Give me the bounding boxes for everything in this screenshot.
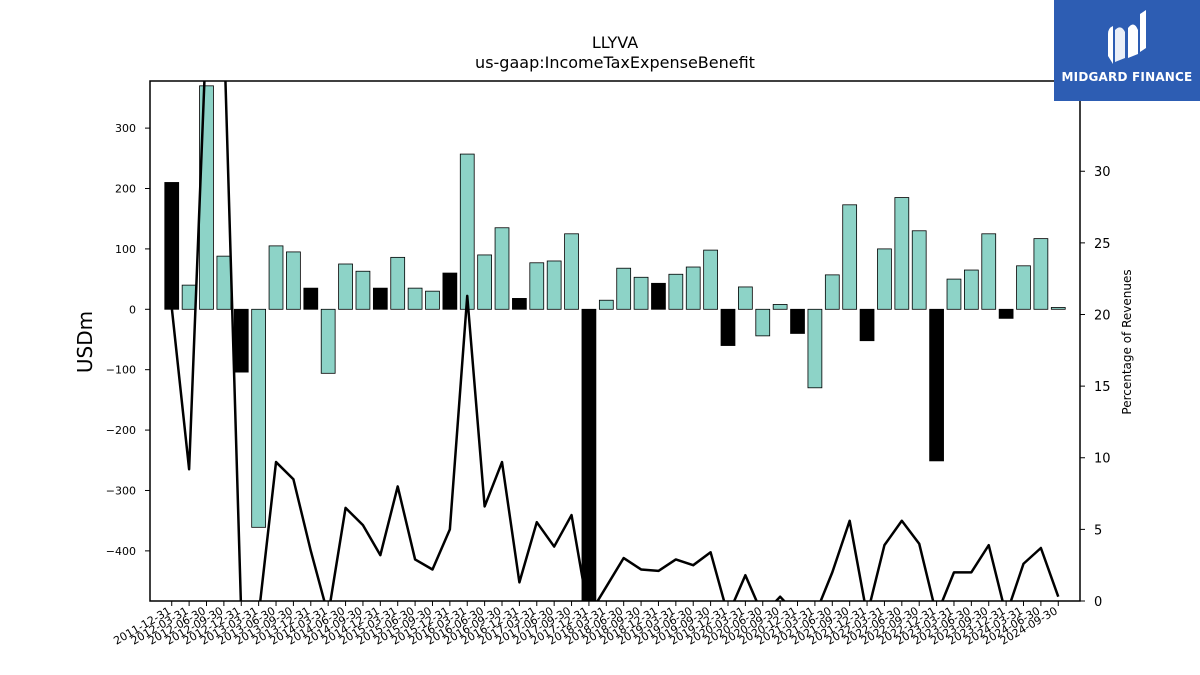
bar-2011-12-31 bbox=[164, 182, 180, 310]
y-tick-label--300: −300 bbox=[106, 484, 136, 497]
bar-2024-03-31 bbox=[1016, 265, 1031, 310]
bar-2020-09-30 bbox=[772, 304, 788, 310]
bar-2019-03-31 bbox=[668, 273, 684, 310]
bar-2014-06-30 bbox=[338, 263, 353, 310]
y-tick-label-100: 100 bbox=[115, 243, 136, 256]
bar-2023-06-30 bbox=[964, 269, 979, 310]
bar-2013-09-30 bbox=[286, 251, 301, 310]
bar-2018-12-31 bbox=[651, 282, 666, 310]
bar-2020-03-31 bbox=[738, 286, 753, 310]
bar-2023-09-30 bbox=[981, 233, 997, 310]
bar-2022-12-31 bbox=[929, 308, 944, 462]
bar-2020-12-31 bbox=[790, 308, 805, 334]
bar-2017-12-31 bbox=[581, 308, 597, 601]
midgard-finance-logo: MIDGARD FINANCE bbox=[1054, 0, 1200, 101]
y-tick-label-200: 200 bbox=[115, 183, 136, 196]
y-axis-label: USDm bbox=[73, 311, 97, 373]
plot-frame bbox=[149, 80, 1081, 602]
chart-title: LLYVA bbox=[592, 33, 638, 52]
bar-2018-03-31 bbox=[598, 299, 614, 310]
bar-2012-12-31 bbox=[233, 308, 249, 373]
y-tick-label--200: −200 bbox=[106, 424, 136, 437]
y-tick-label--100: −100 bbox=[106, 364, 136, 377]
bar-2021-09-30 bbox=[842, 204, 858, 310]
bar-2013-06-30 bbox=[268, 245, 284, 310]
bar-2023-03-31 bbox=[946, 278, 962, 310]
bar-2016-06-30 bbox=[477, 254, 492, 310]
bar-2020-06-30 bbox=[755, 308, 771, 337]
bar-2018-06-30 bbox=[616, 267, 632, 310]
bar-2019-09-30 bbox=[703, 249, 718, 310]
bar-2019-12-31 bbox=[720, 308, 736, 346]
bar-2014-12-31 bbox=[372, 287, 388, 310]
logo-mark-icon bbox=[1108, 10, 1146, 64]
bar-2016-03-31 bbox=[459, 153, 475, 310]
bar-2017-09-30 bbox=[564, 233, 579, 310]
y2-tick-label-0: 0 bbox=[1094, 595, 1102, 610]
bar-2015-03-31 bbox=[390, 256, 406, 310]
bar-2022-03-31 bbox=[877, 248, 892, 310]
bar-2015-09-30 bbox=[425, 290, 440, 310]
y2-tick-label-25: 25 bbox=[1094, 237, 1111, 252]
bar-2024-06-30 bbox=[1033, 238, 1049, 310]
bar-2022-06-30 bbox=[894, 197, 910, 310]
y2-tick-label-5: 5 bbox=[1094, 523, 1102, 538]
y2-axis-label: Percentage of Revenues bbox=[1120, 269, 1134, 414]
bar-2022-09-30 bbox=[911, 230, 927, 310]
bars bbox=[164, 85, 1066, 601]
bar-2021-06-30 bbox=[824, 274, 840, 310]
bar-2021-12-31 bbox=[859, 308, 875, 342]
line-series bbox=[170, 81, 1060, 601]
revenue-percentage-line bbox=[170, 81, 1060, 601]
y2-tick-label-30: 30 bbox=[1094, 165, 1111, 180]
bar-2019-06-30 bbox=[685, 266, 701, 310]
bar-2013-12-31 bbox=[303, 287, 319, 310]
y2-tick-label-15: 15 bbox=[1094, 380, 1111, 395]
chart-subtitle: us-gaap:IncomeTaxExpenseBenefit bbox=[475, 53, 755, 72]
bar-2013-03-31 bbox=[251, 308, 267, 528]
y-tick-label--400: −400 bbox=[106, 545, 136, 558]
bar-2021-03-31 bbox=[807, 308, 823, 389]
bar-2023-12-31 bbox=[998, 308, 1014, 319]
bar-2016-12-31 bbox=[512, 298, 527, 310]
bar-2012-03-31 bbox=[181, 284, 197, 310]
bar-2014-09-30 bbox=[355, 270, 371, 310]
y2-tick-label-20: 20 bbox=[1094, 308, 1111, 323]
bar-2017-06-30 bbox=[546, 260, 562, 310]
bar-2015-06-30 bbox=[407, 287, 423, 310]
bar-2012-09-30 bbox=[216, 255, 232, 310]
bar-2015-12-31 bbox=[442, 272, 458, 310]
bar-2024-09-30 bbox=[1050, 307, 1066, 310]
y-tick-label-300: 300 bbox=[115, 122, 136, 135]
y-tick-label-0: 0 bbox=[129, 303, 136, 316]
bar-2012-06-30 bbox=[199, 85, 214, 310]
y2-tick-label-10: 10 bbox=[1094, 452, 1111, 467]
brand-name: MIDGARD FINANCE bbox=[1061, 70, 1193, 84]
bar-2018-09-30 bbox=[633, 276, 649, 310]
bar-2016-09-30 bbox=[494, 227, 510, 310]
bar-2014-03-31 bbox=[320, 308, 336, 374]
bar-2017-03-31 bbox=[529, 262, 545, 310]
